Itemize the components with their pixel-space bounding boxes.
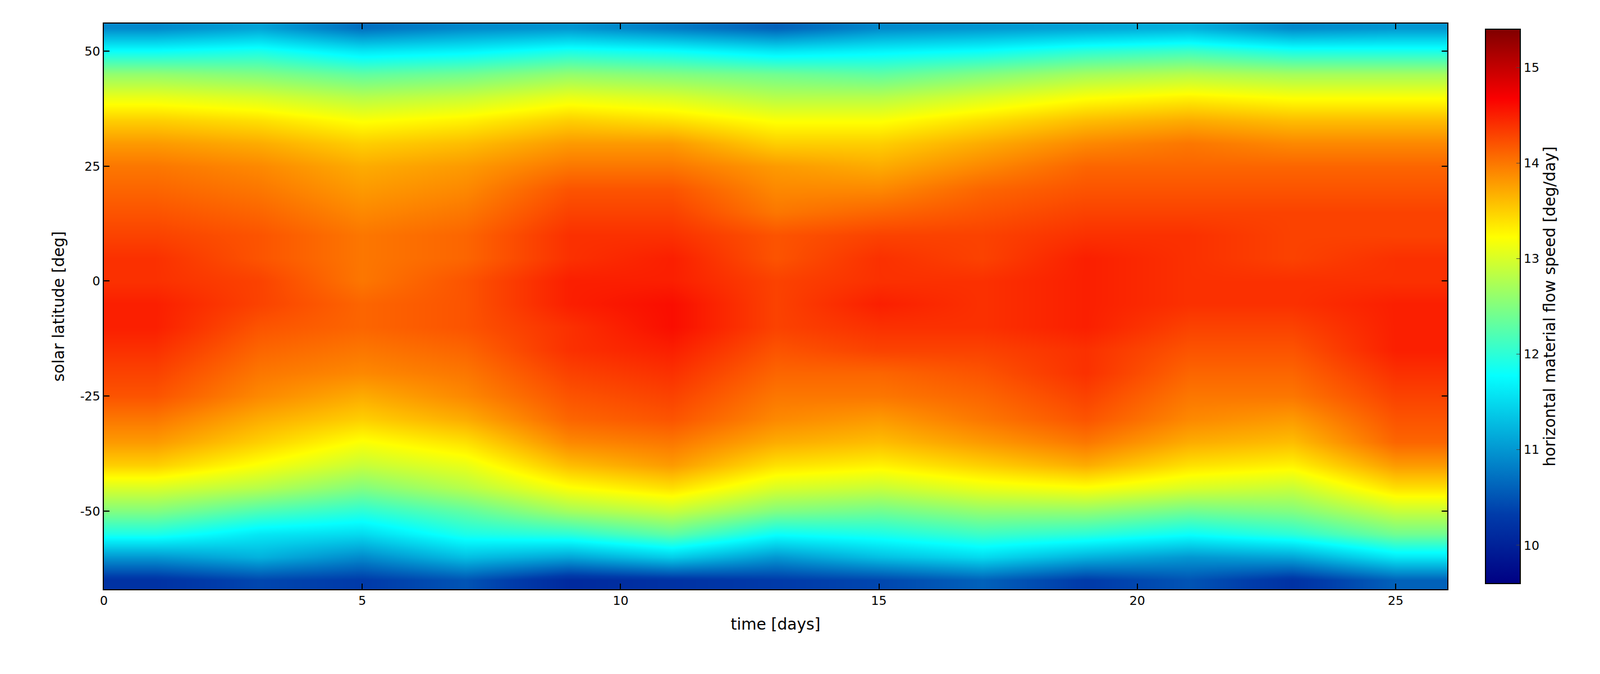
svg-text:0: 0 — [99, 593, 108, 608]
svg-text:-50: -50 — [80, 504, 101, 519]
svg-text:10: 10 — [1523, 538, 1540, 553]
svg-text:time [days]: time [days] — [730, 614, 821, 634]
svg-text:13: 13 — [1523, 251, 1540, 266]
svg-text:11: 11 — [1523, 442, 1540, 457]
svg-text:-25: -25 — [80, 389, 101, 404]
svg-text:50: 50 — [84, 44, 101, 59]
svg-text:15: 15 — [871, 593, 888, 608]
svg-text:12: 12 — [1523, 346, 1540, 361]
svg-text:5: 5 — [358, 593, 367, 608]
svg-text:20: 20 — [1129, 593, 1146, 608]
svg-text:25: 25 — [1387, 593, 1404, 608]
svg-text:0: 0 — [92, 273, 101, 288]
svg-text:solar latitude [deg]: solar latitude [deg] — [49, 230, 68, 382]
svg-text:25: 25 — [84, 159, 101, 174]
svg-text:horizontal material flow speed: horizontal material flow speed [deg/day] — [1540, 146, 1560, 467]
svg-text:10: 10 — [612, 593, 629, 608]
svg-text:14: 14 — [1523, 156, 1540, 171]
svg-text:15: 15 — [1523, 60, 1540, 75]
